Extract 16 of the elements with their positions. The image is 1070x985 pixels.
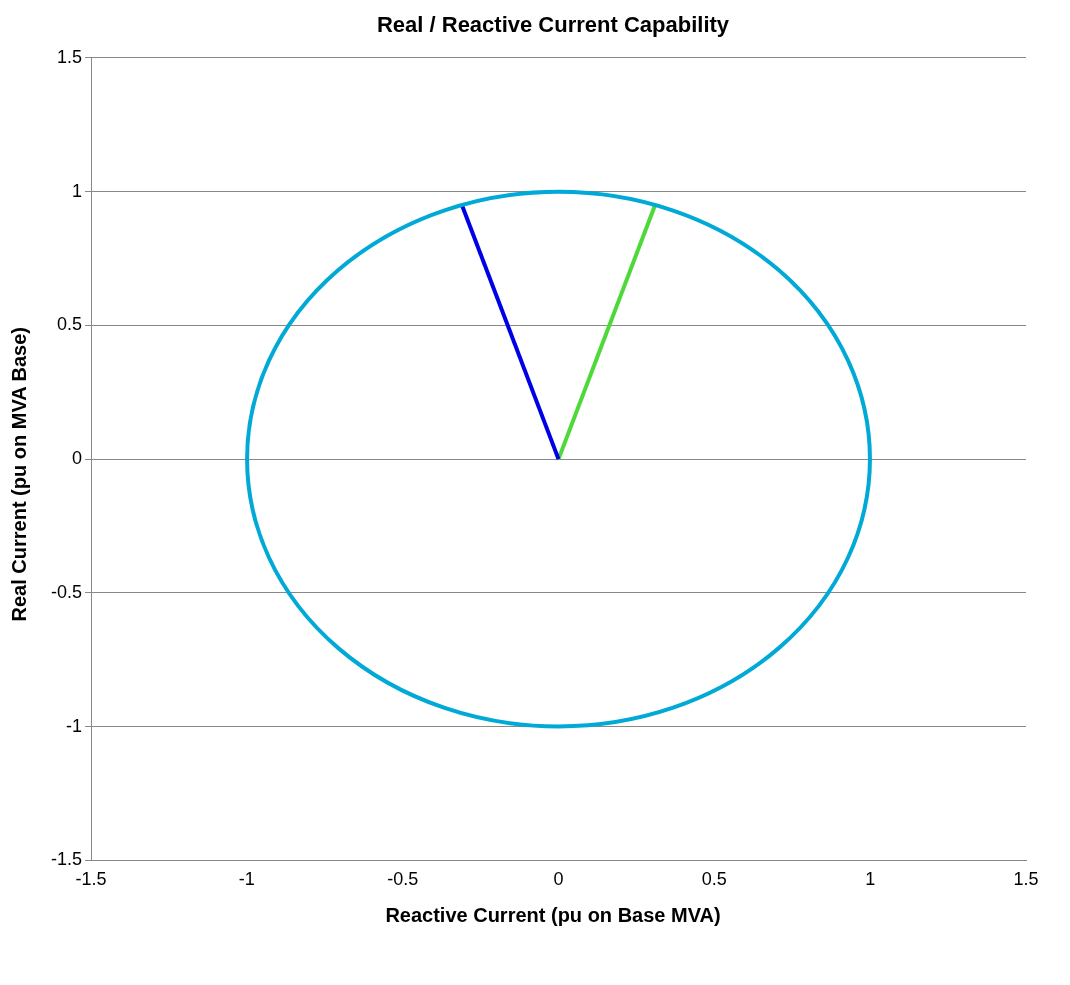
x-tick-label: -1: [238, 869, 255, 890]
x-tick-label: 0.5: [701, 869, 727, 890]
y-tick-label: 1: [72, 180, 83, 201]
y-tick-label: -1.5: [50, 849, 83, 870]
y-tick-label: -0.5: [50, 581, 83, 602]
x-tick-label: -0.5: [387, 869, 419, 890]
y-tick-label: 0.5: [56, 314, 83, 335]
y-tick-label: -1: [66, 715, 83, 736]
x-axis-title: Reactive Current (pu on Base MVA): [384, 904, 722, 927]
y-tick-label: 1.5: [56, 46, 83, 67]
x-tick-label: 0: [553, 869, 564, 890]
x-tick-label: 1: [865, 869, 876, 890]
x-tick-label: 1.5: [1013, 869, 1039, 890]
y-tick-label: 0: [72, 448, 83, 469]
chart-title: Real / Reactive Current Capability: [375, 11, 731, 39]
y-axis-title: Real Current (pu on MVA Base): [8, 326, 31, 622]
